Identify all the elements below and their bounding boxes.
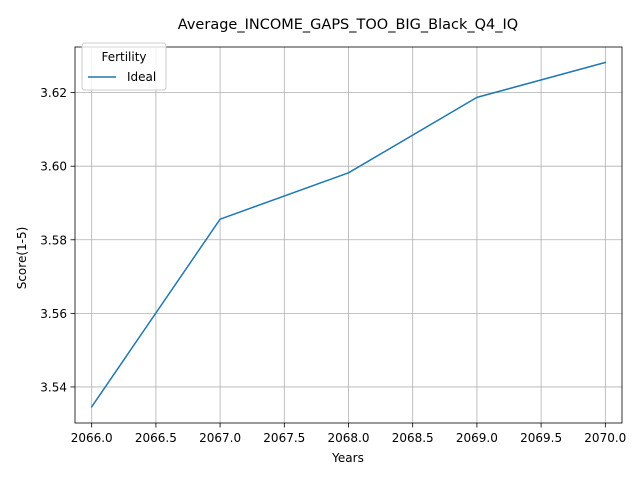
legend: Fertility Ideal: [81, 42, 167, 91]
y-axis-label: Score(1-5): [15, 227, 29, 290]
y-tick-label: 3.60: [40, 160, 67, 174]
x-tick-label: 2069.0: [456, 431, 498, 445]
y-tick-label: 3.58: [40, 233, 67, 247]
x-tick-label: 2068.5: [392, 431, 434, 445]
grid-lines: [75, 47, 622, 423]
series-layer: [90, 61, 607, 408]
x-tick-label: 2066.0: [71, 431, 113, 445]
legend-box: [81, 42, 167, 91]
x-tick-label: 2068.0: [328, 431, 370, 445]
x-tick-label: 2069.5: [520, 431, 562, 445]
y-tick-label: 3.54: [40, 380, 67, 394]
x-tick-label: 2066.5: [135, 431, 177, 445]
x-axis-label: Years: [331, 451, 364, 465]
y-tick-label: 3.56: [40, 307, 67, 321]
legend-entry-ideal: Ideal: [127, 70, 156, 84]
chart-title: Average_INCOME_GAPS_TOO_BIG_Black_Q4_IQ: [178, 17, 518, 33]
x-tick-label: 2067.0: [199, 431, 241, 445]
legend-title: Fertility: [101, 50, 146, 64]
x-axis-ticks: 2066.0 2066.5 2067.0 2067.5 2068.0 2068.5 2069…: [71, 423, 626, 445]
x-tick-label: 2070.0: [584, 431, 626, 445]
y-tick-label: 3.62: [40, 86, 67, 100]
x-tick-label: 2067.5: [263, 431, 305, 445]
y-axis-ticks: 3.54 3.56 3.58 3.60 3.62: [40, 86, 75, 394]
